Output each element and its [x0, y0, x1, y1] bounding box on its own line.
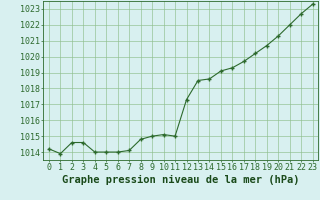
- X-axis label: Graphe pression niveau de la mer (hPa): Graphe pression niveau de la mer (hPa): [62, 175, 300, 185]
